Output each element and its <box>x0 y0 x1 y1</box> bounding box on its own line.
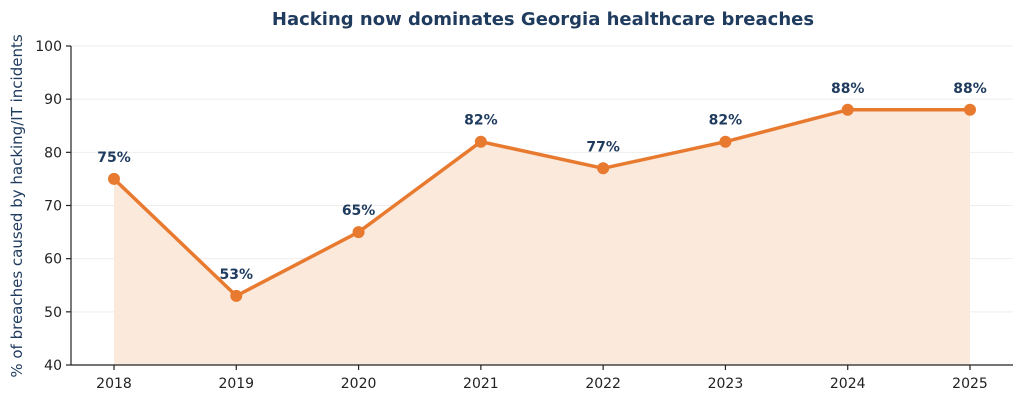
y-tick-label: 80 <box>44 145 62 161</box>
data-point <box>597 162 610 175</box>
data-label: 77% <box>586 139 620 155</box>
x-tick-label: 2024 <box>830 376 866 392</box>
data-label: 53% <box>220 267 254 283</box>
line-layer <box>112 108 970 298</box>
data-label: 75% <box>97 150 131 166</box>
x-tick-label: 2021 <box>463 376 499 392</box>
area-fill <box>114 109 970 365</box>
x-tick-label: 2018 <box>96 376 132 392</box>
data-label: 65% <box>342 203 376 219</box>
data-label: 82% <box>709 113 743 129</box>
data-point <box>230 289 243 302</box>
tick-labels: 40 50 60 70 80 90 100 2018 2019 2020 2021 2022 2023 2… <box>35 39 988 392</box>
axes <box>66 45 1013 370</box>
data-labels: 75% 53% 65% 82% 77% 82% 88% 88% <box>97 81 987 283</box>
data-point <box>108 172 120 185</box>
y-tick-label: 50 <box>44 305 62 321</box>
x-tick-label: 2025 <box>952 376 988 392</box>
data-points <box>108 103 976 302</box>
x-tick-label: 2022 <box>585 376 621 392</box>
y-tick-label: 70 <box>44 199 62 215</box>
y-tick-label: 100 <box>35 39 62 55</box>
data-point <box>964 103 976 116</box>
x-tick-label: 2020 <box>341 376 377 392</box>
x-tick-label: 2019 <box>218 376 254 392</box>
area-layer <box>114 109 970 365</box>
series-line <box>112 108 970 298</box>
x-tick-label: 2023 <box>708 376 744 392</box>
data-point <box>352 226 365 239</box>
y-tick-label: 90 <box>44 92 62 108</box>
y-tick-label: 40 <box>44 358 62 374</box>
y-axis-label: % of breaches caused by hacking/IT incid… <box>8 34 26 378</box>
data-point <box>841 103 854 116</box>
data-label: 88% <box>953 81 987 97</box>
chart-title: Hacking now dominates Georgia healthcare… <box>272 9 814 30</box>
data-label: 88% <box>831 81 865 97</box>
y-tick-label: 60 <box>44 252 62 268</box>
data-label: 82% <box>464 113 498 129</box>
data-point <box>719 135 732 148</box>
data-point <box>474 135 487 148</box>
